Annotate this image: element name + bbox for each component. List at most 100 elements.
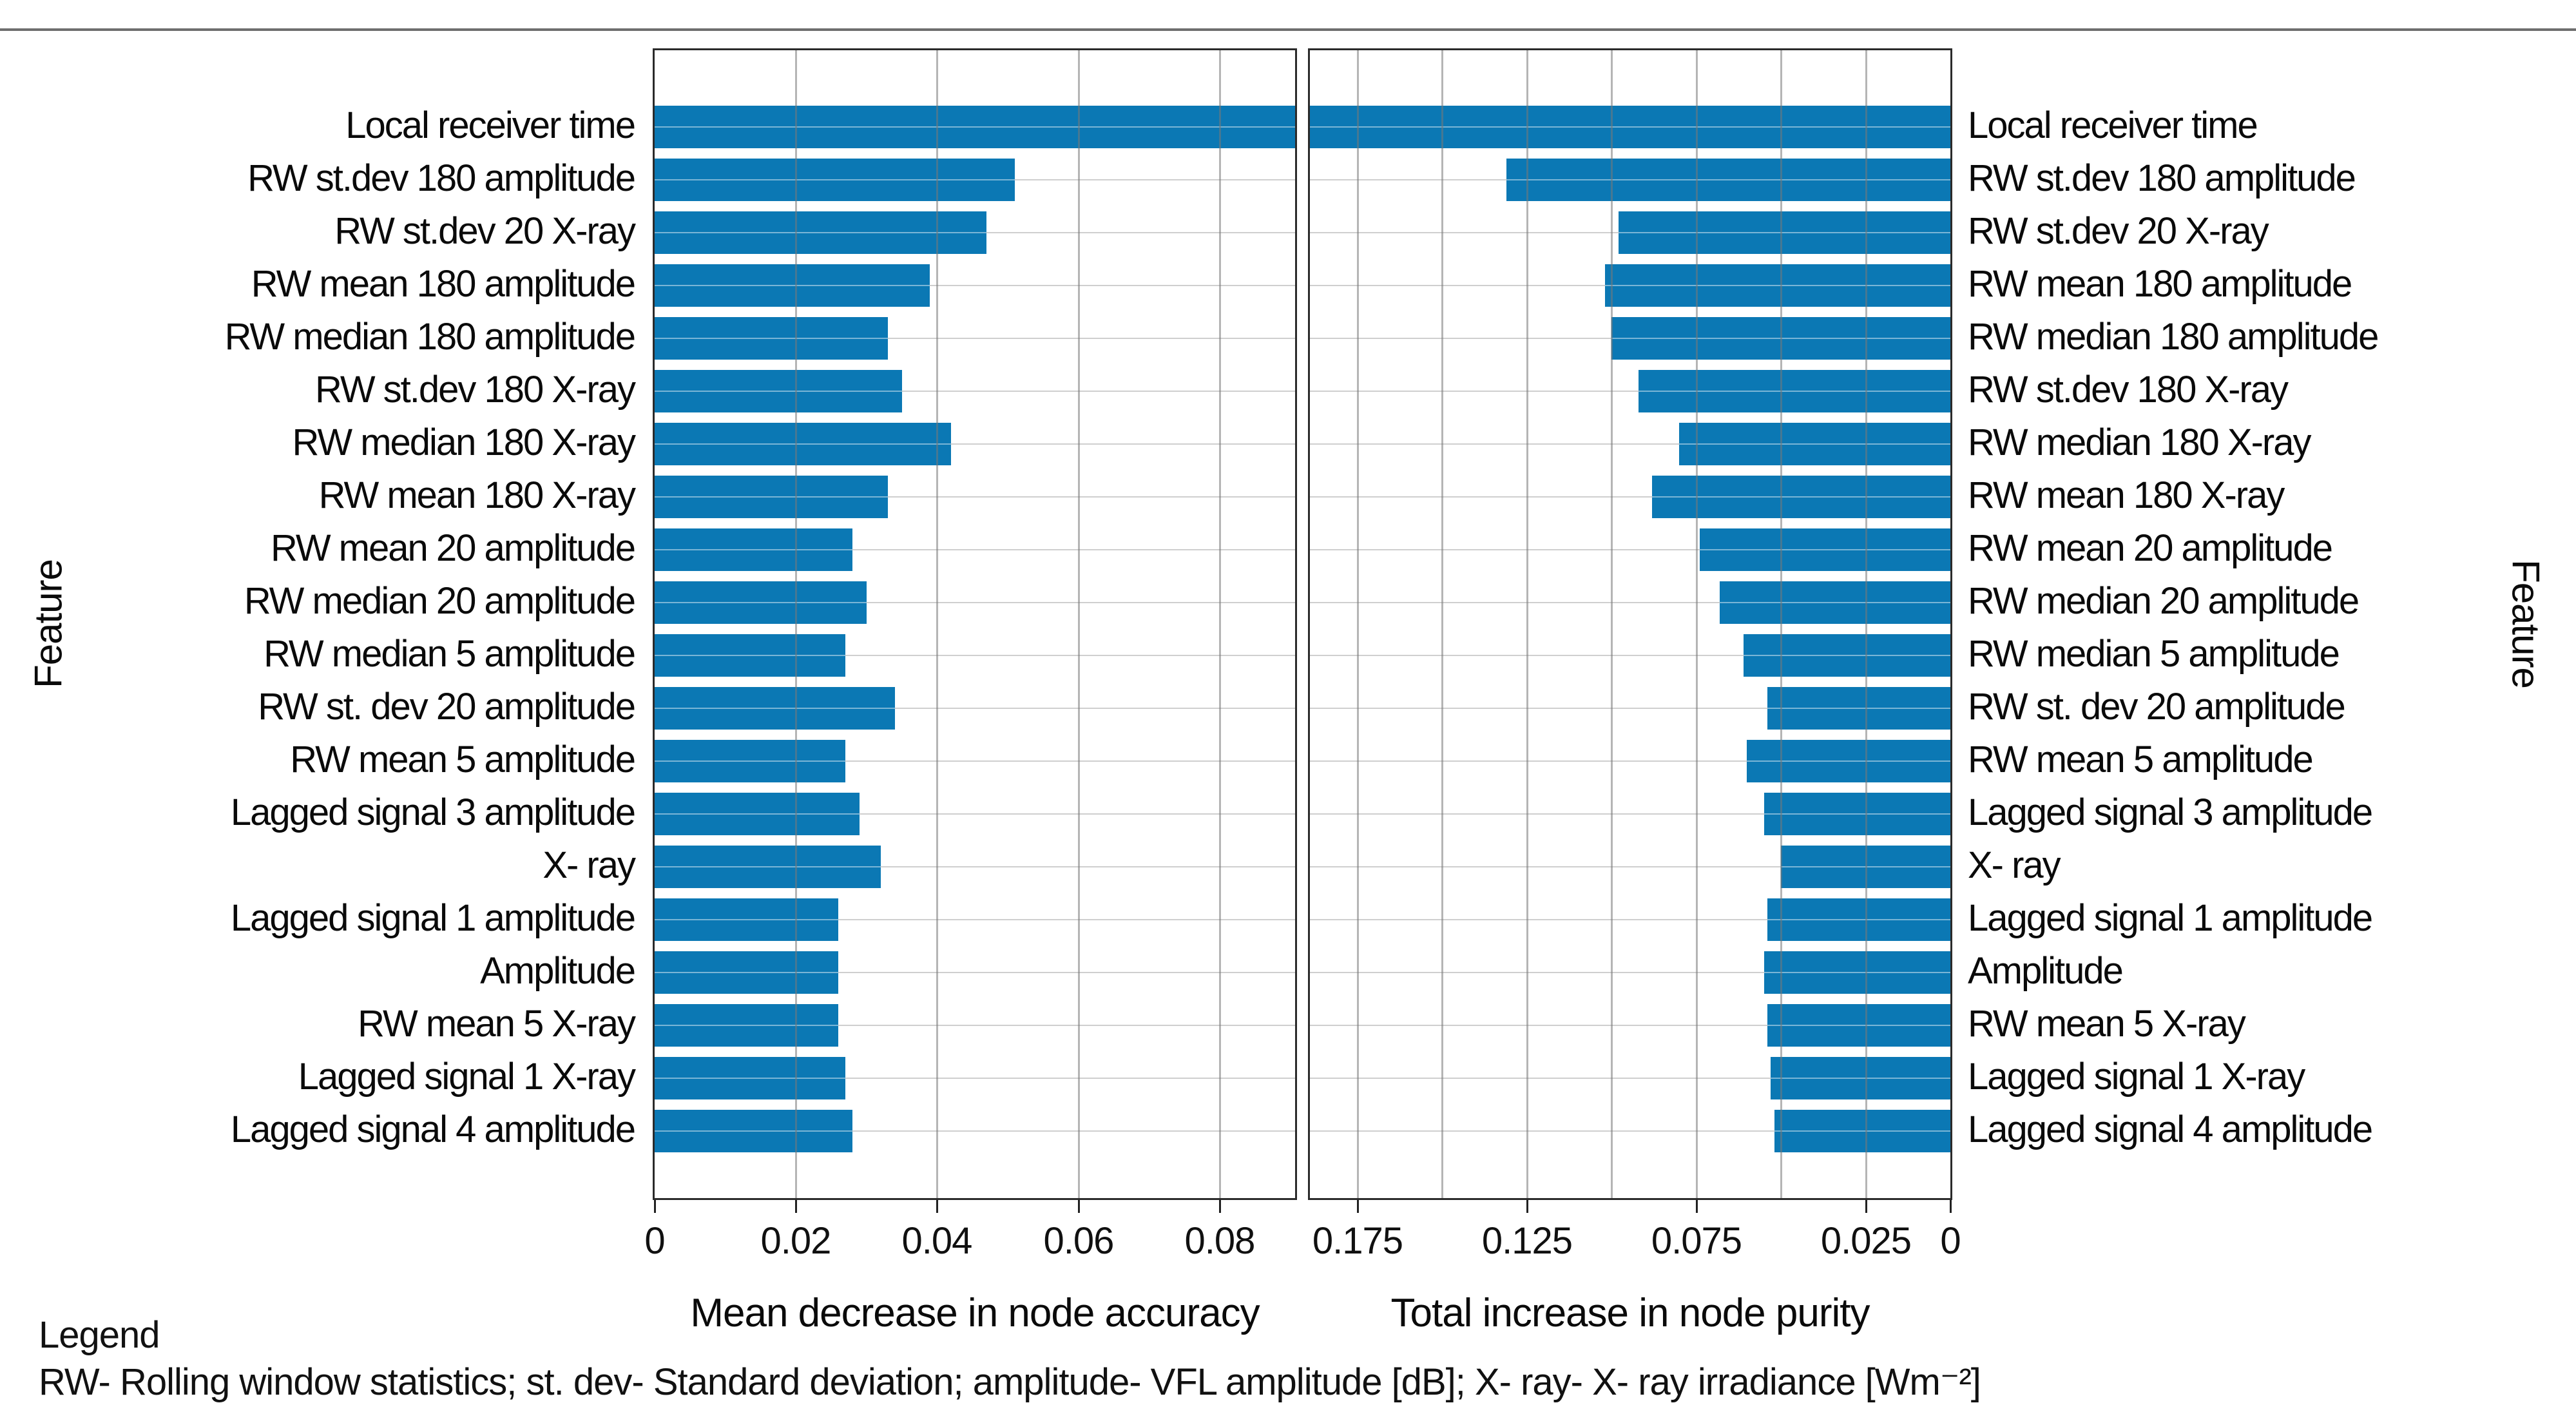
bar-gridline-overlay (655, 866, 881, 867)
horizontal-gridline (1310, 443, 1950, 445)
bar-gridline-overlay (655, 972, 838, 973)
bar-left-15 (655, 898, 838, 941)
bar-gridline-overlay (1679, 443, 1950, 445)
x-tick-mark (1865, 1200, 1867, 1213)
bar-gridline-overlay (655, 285, 930, 286)
bar-left-10 (655, 634, 845, 677)
bar-left-5 (655, 370, 902, 412)
bar-gridline-overlay (655, 813, 860, 815)
x-tick-mark (936, 1200, 938, 1213)
bar-left-0 (655, 106, 1295, 148)
bar-right-17 (1767, 1004, 1950, 1047)
feature-label-right-13: Lagged signal 3 amplitude (1968, 791, 2373, 833)
vertical-gridline (1078, 50, 1080, 1198)
feature-label-right-1: RW st.dev 180 amplitude (1968, 157, 2356, 199)
vertical-gridline (1780, 50, 1782, 1198)
feature-label-left-0: Local receiver time (345, 104, 636, 146)
vertical-gridline (1219, 50, 1221, 1198)
feature-label-right-9: RW median 20 amplitude (1968, 579, 2360, 622)
x-tick-label: 0.04 (901, 1220, 973, 1262)
bar-right-6 (1679, 423, 1950, 465)
horizontal-gridline (1310, 655, 1950, 656)
bar-gridline-overlay (1771, 1078, 1950, 1079)
x-tick-mark (1696, 1200, 1698, 1213)
bar-left-12 (655, 740, 845, 782)
panel-total-increase (1308, 48, 1952, 1200)
horizontal-gridline (655, 338, 1295, 339)
feature-label-left-9: RW median 20 amplitude (244, 579, 636, 622)
feature-label-right-15: Lagged signal 1 amplitude (1968, 896, 2373, 939)
bar-right-3 (1605, 264, 1950, 307)
feature-label-right-3: RW mean 180 amplitude (1968, 262, 2352, 305)
vertical-gridline (1611, 50, 1613, 1198)
feature-label-left-4: RW median 180 amplitude (224, 315, 636, 358)
x-tick-mark (654, 1200, 656, 1213)
feature-label-left-15: Lagged signal 1 amplitude (230, 896, 636, 939)
feature-label-left-12: RW mean 5 amplitude (290, 738, 636, 780)
bar-left-19 (655, 1110, 852, 1152)
feature-label-left-13: Lagged signal 3 amplitude (230, 791, 636, 833)
bar-gridline-overlay (655, 126, 1295, 128)
feature-label-right-0: Local receiver time (1968, 104, 2258, 146)
bar-gridline-overlay (1639, 391, 1950, 392)
horizontal-gridline (1310, 391, 1950, 392)
horizontal-gridline (655, 972, 1295, 973)
horizontal-gridline (655, 866, 1295, 867)
feature-label-right-10: RW median 5 amplitude (1968, 632, 2340, 675)
feature-label-right-18: Lagged signal 1 X-ray (1968, 1055, 2305, 1098)
bar-left-7 (655, 476, 888, 518)
feature-label-left-8: RW mean 20 amplitude (270, 527, 636, 569)
horizontal-gridline (1310, 972, 1950, 973)
bar-right-15 (1767, 898, 1950, 941)
x-tick-mark (795, 1200, 797, 1213)
bar-right-13 (1764, 793, 1950, 835)
feature-label-left-10: RW median 5 amplitude (264, 632, 636, 675)
x-tick-mark (1357, 1200, 1359, 1213)
bar-gridline-overlay (655, 1025, 838, 1026)
bar-gridline-overlay (1767, 919, 1950, 920)
x-axis-title-right: Total increase in node purity (1390, 1291, 1870, 1335)
bar-right-9 (1720, 581, 1950, 624)
horizontal-gridline (1310, 1078, 1950, 1079)
x-tick-mark (1078, 1200, 1080, 1213)
horizontal-gridline (655, 1078, 1295, 1079)
bar-right-5 (1639, 370, 1950, 412)
bar-left-6 (655, 423, 951, 465)
bar-right-1 (1506, 159, 1950, 201)
bar-gridline-overlay (655, 708, 895, 709)
bar-right-12 (1747, 740, 1950, 782)
feature-label-right-7: RW mean 180 X-ray (1968, 474, 2285, 516)
x-tick-label: 0 (644, 1220, 665, 1262)
vertical-gridline (1526, 50, 1528, 1198)
feature-label-left-3: RW mean 180 amplitude (251, 262, 636, 305)
horizontal-gridline (1310, 602, 1950, 603)
bar-gridline-overlay (1720, 602, 1950, 603)
bar-right-11 (1767, 687, 1950, 730)
feature-label-left-11: RW st. dev 20 amplitude (258, 685, 636, 728)
bar-gridline-overlay (655, 232, 986, 233)
bar-gridline-overlay (655, 760, 845, 762)
feature-label-right-8: RW mean 20 amplitude (1968, 527, 2333, 569)
vertical-gridline (936, 50, 938, 1198)
x-tick-mark (1526, 1200, 1528, 1213)
bar-gridline-overlay (1652, 496, 1950, 498)
horizontal-gridline (1310, 866, 1950, 867)
horizontal-gridline (1310, 760, 1950, 762)
horizontal-gridline (1310, 496, 1950, 498)
bar-right-19 (1774, 1110, 1950, 1152)
bar-gridline-overlay (655, 549, 852, 550)
x-tick-label: 0.025 (1820, 1220, 1912, 1262)
bar-gridline-overlay (1747, 760, 1950, 762)
bar-gridline-overlay (655, 443, 951, 445)
x-axis-title-left: Mean decrease in node accuracy (690, 1291, 1260, 1335)
bar-left-3 (655, 264, 930, 307)
horizontal-gridline (655, 549, 1295, 550)
horizontal-gridline (655, 919, 1295, 920)
horizontal-gridline (655, 655, 1295, 656)
bar-gridline-overlay (1605, 285, 1950, 286)
bar-right-18 (1771, 1057, 1950, 1099)
bar-left-11 (655, 687, 895, 730)
x-tick-mark (1219, 1200, 1221, 1213)
feature-label-right-17: RW mean 5 X-ray (1968, 1002, 2246, 1045)
vertical-gridline (1865, 50, 1867, 1198)
